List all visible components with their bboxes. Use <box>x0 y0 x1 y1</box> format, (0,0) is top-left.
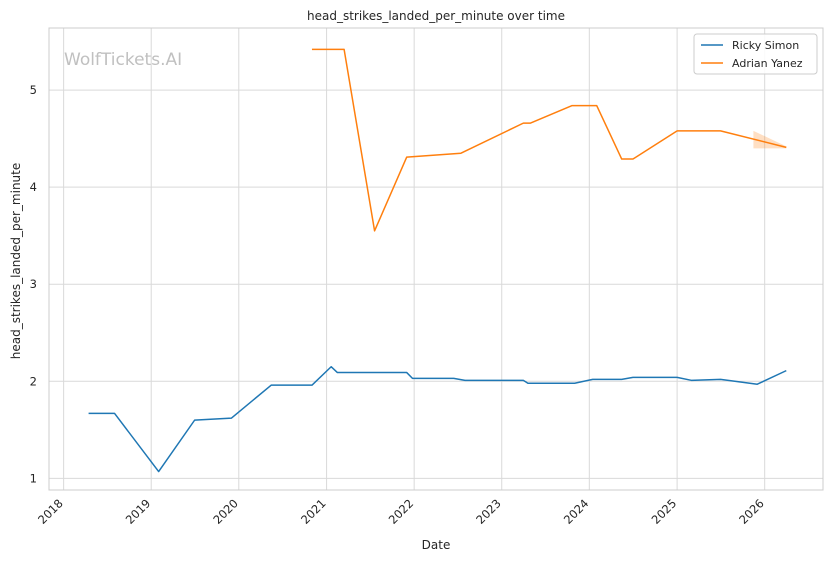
chart-title: head_strikes_landed_per_minute over time <box>307 9 565 23</box>
legend-frame <box>693 33 818 75</box>
series-line-adrian-yanez <box>311 48 787 232</box>
y-tick-label: 3 <box>30 277 37 291</box>
y-tick-labels: 1 2 3 4 5 <box>30 83 37 485</box>
y-axis-label: head_strikes_landed_per_minute <box>9 163 23 360</box>
series-lines <box>88 48 787 473</box>
grid-lines <box>49 28 823 490</box>
legend-label-ricky-simon: Ricky Simon <box>732 39 799 52</box>
confidence-bands <box>753 130 787 149</box>
y-tick-label: 1 <box>30 471 37 485</box>
y-tick-label: 2 <box>30 374 37 388</box>
plot-frame <box>48 27 824 491</box>
legend-label-adrian-yanez: Adrian Yanez <box>732 57 803 70</box>
series-band-adrian-yanez <box>753 130 787 149</box>
y-tick-label: 5 <box>30 83 37 97</box>
series-line-ricky-simon <box>88 365 787 473</box>
watermark-text: WolfTickets.AI <box>64 50 182 70</box>
legend: Ricky Simon Adrian Yanez <box>693 33 818 75</box>
y-tick-label: 4 <box>30 180 37 194</box>
x-axis-label: Date <box>422 538 451 552</box>
